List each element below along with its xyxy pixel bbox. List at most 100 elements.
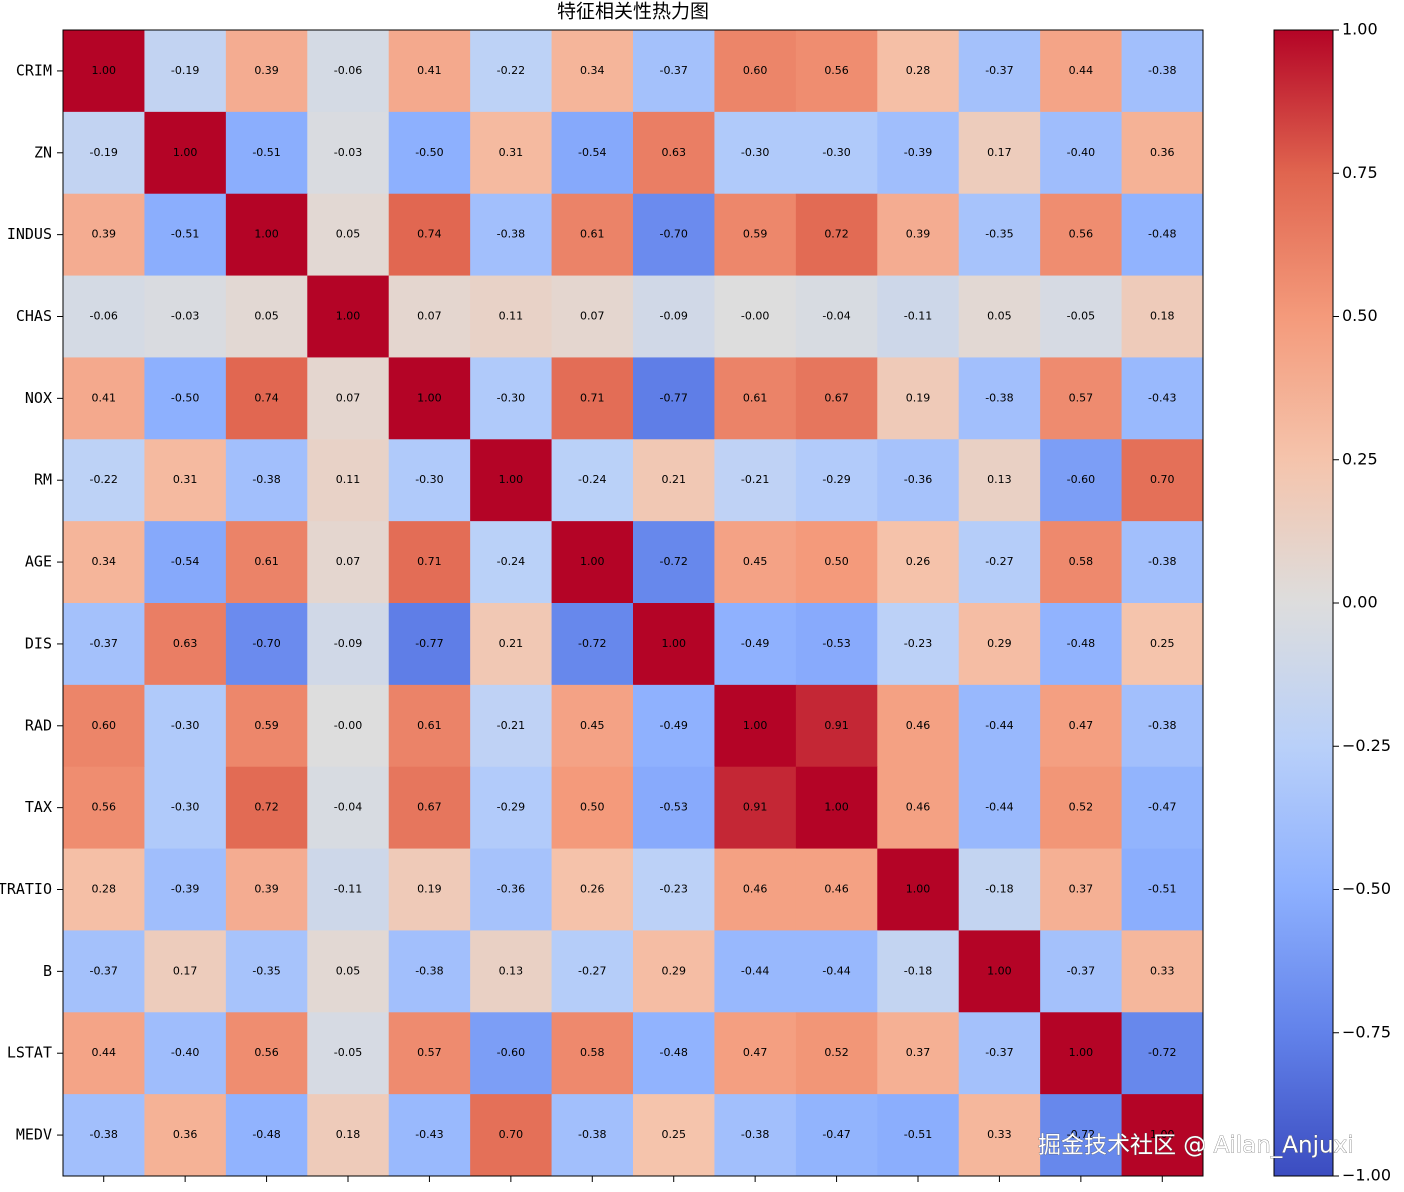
heatmap-cell — [1121, 521, 1204, 604]
cell-label: 1.00 — [1150, 1128, 1175, 1141]
heatmap-cell — [144, 603, 227, 686]
cell-label: -0.04 — [334, 801, 362, 814]
cell-label: -0.21 — [497, 719, 525, 732]
heatmap-cell — [388, 193, 471, 277]
heatmap-cell — [225, 766, 308, 850]
cell-label: 0.26 — [906, 555, 931, 568]
heatmap-cell — [714, 766, 797, 850]
heatmap-cell — [958, 275, 1041, 358]
cell-label: -0.77 — [659, 391, 687, 404]
cell-label: -0.38 — [415, 964, 443, 977]
cell-label: 0.28 — [906, 64, 931, 77]
colorbar-tick-label: 0.50 — [1342, 306, 1378, 325]
cell-label: 0.61 — [417, 719, 442, 732]
chart-title: 特征相关性热力图 — [557, 1, 709, 23]
heatmap-cell — [63, 684, 145, 768]
heatmap-cell — [633, 766, 715, 850]
cell-label: 1.00 — [173, 146, 198, 159]
cell-label: -0.50 — [171, 391, 199, 404]
cell-label: -0.37 — [89, 637, 117, 650]
cell-label: 0.05 — [987, 310, 1012, 323]
cell-label: -0.03 — [171, 310, 199, 323]
cell-label: 1.00 — [987, 964, 1012, 977]
cell-label: -0.43 — [415, 1128, 443, 1141]
cell-label: -0.30 — [822, 146, 850, 159]
cell-label: 0.41 — [417, 64, 442, 77]
cell-label: 0.33 — [987, 1128, 1012, 1141]
cell-label: 0.50 — [580, 801, 605, 814]
cell-label: -0.70 — [659, 228, 687, 241]
cell-label: -0.54 — [578, 146, 606, 159]
heatmap-cell — [551, 766, 634, 850]
heatmap-cell — [63, 275, 145, 358]
cell-label: 0.17 — [173, 964, 198, 977]
y-tick-label: ZN — [34, 143, 52, 161]
cell-label: -0.06 — [89, 310, 117, 323]
cell-label: 0.63 — [173, 637, 198, 650]
heatmap-cell — [307, 1094, 390, 1177]
heatmap-cell — [470, 521, 553, 604]
cell-label: 0.71 — [580, 391, 605, 404]
cell-label: -0.05 — [1067, 310, 1095, 323]
heatmap-cell — [633, 930, 715, 1013]
y-tick-label: B — [43, 962, 52, 980]
heatmap-cell — [714, 930, 797, 1013]
heatmap-cell — [388, 930, 471, 1013]
cell-label: -0.36 — [904, 473, 932, 486]
heatmap-cell — [307, 930, 390, 1013]
cell-label: -0.38 — [741, 1128, 769, 1141]
heatmap-cell — [795, 439, 878, 522]
colorbar-tick-label: −0.75 — [1342, 1022, 1391, 1041]
cell-label: -0.38 — [985, 391, 1013, 404]
heatmap-cell — [551, 521, 634, 604]
cell-label: -0.51 — [252, 146, 280, 159]
heatmap-cell — [1121, 766, 1204, 850]
heatmap-cell — [877, 521, 960, 604]
cell-label: -0.35 — [252, 964, 280, 977]
heatmap-cell — [63, 193, 145, 277]
y-tick-label: AGE — [25, 553, 52, 571]
heatmap-cell — [958, 193, 1041, 277]
cell-label: -0.38 — [1148, 719, 1176, 732]
heatmap-cell — [388, 30, 471, 113]
cell-label: 0.29 — [987, 637, 1012, 650]
colorbar-tick-label: 0.25 — [1342, 449, 1378, 468]
cell-label: -0.23 — [659, 883, 687, 896]
heatmap-cell — [551, 1094, 634, 1177]
heatmap-cell — [958, 848, 1041, 931]
y-tick-label: CHAS — [16, 307, 52, 325]
cell-label: 0.39 — [906, 228, 931, 241]
cell-label: 0.67 — [417, 801, 442, 814]
heatmap-cell — [1121, 439, 1204, 522]
cell-label: 0.52 — [1069, 801, 1094, 814]
y-tick-label: RAD — [25, 716, 52, 734]
cell-label: -0.27 — [578, 964, 606, 977]
heatmap-cell — [1040, 111, 1123, 195]
heatmap-cell — [958, 930, 1041, 1013]
cell-label: -0.09 — [334, 637, 362, 650]
y-tick-label: DIS — [25, 634, 52, 652]
heatmap-cell — [63, 30, 145, 113]
cell-label: 0.34 — [91, 555, 116, 568]
cell-label: -0.19 — [89, 146, 117, 159]
cell-label: -0.36 — [497, 883, 525, 896]
heatmap-cell — [795, 603, 878, 686]
heatmap-cell — [958, 603, 1041, 686]
heatmap-cell — [633, 30, 715, 113]
cell-label: -0.72 — [659, 555, 687, 568]
cell-label: 0.07 — [417, 310, 442, 323]
plot-frame — [62, 29, 1204, 1177]
cell-label: -0.27 — [985, 555, 1013, 568]
cell-label: 0.72 — [254, 801, 279, 814]
cell-label: -0.48 — [659, 1046, 687, 1059]
heatmap-cell — [714, 1012, 797, 1095]
heatmap-cell — [144, 275, 227, 358]
heatmap-cell — [63, 848, 145, 931]
heatmap-cell — [470, 930, 553, 1013]
heatmap-cell — [551, 439, 634, 522]
heatmap-cell — [1121, 275, 1204, 358]
heatmap-cell — [714, 521, 797, 604]
heatmap-cell — [795, 848, 878, 931]
heatmap-cell — [144, 684, 227, 768]
cell-label: 0.07 — [336, 391, 361, 404]
